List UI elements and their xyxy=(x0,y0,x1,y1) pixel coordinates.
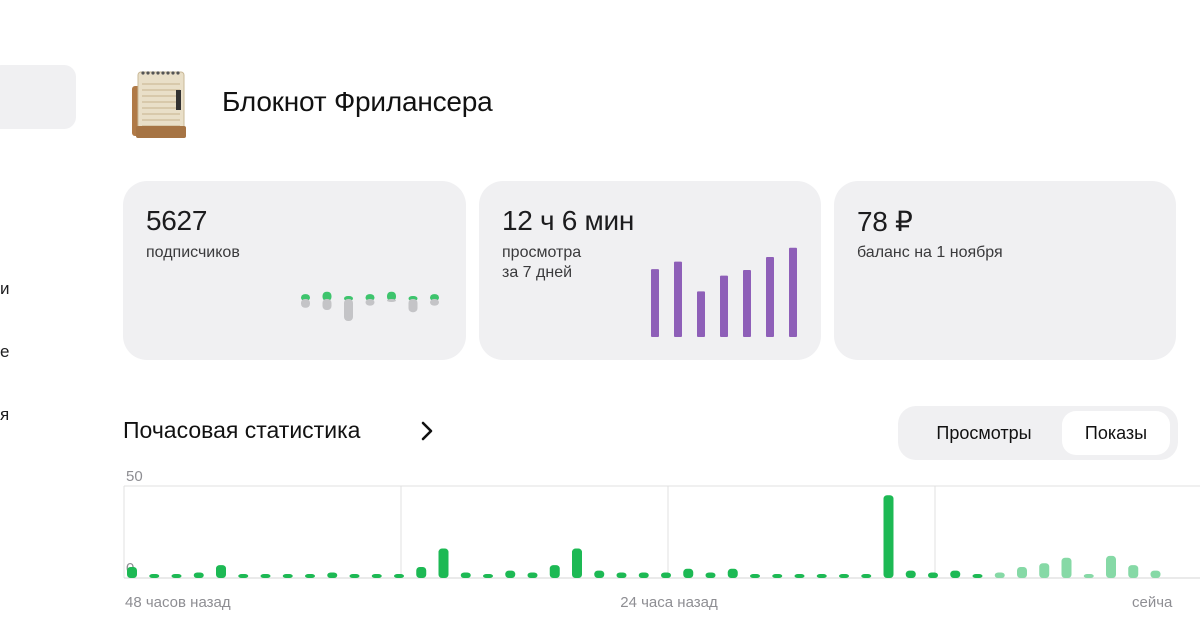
hourly-bar xyxy=(928,572,938,578)
tab-impressions[interactable]: Показы xyxy=(1062,411,1170,455)
trend-down-bar xyxy=(301,299,310,308)
hourly-bar xyxy=(127,566,137,578)
hourly-bar xyxy=(1106,555,1116,578)
hourly-bar xyxy=(727,568,738,578)
hourly-bar xyxy=(1128,565,1139,578)
trend-up-bar xyxy=(430,294,439,301)
balance-amount: 78 ₽ xyxy=(857,206,913,237)
hourly-bar xyxy=(460,572,471,578)
hourly-bar xyxy=(661,572,671,578)
hourly-bar xyxy=(171,574,182,578)
hourly-bar xyxy=(394,574,404,578)
weekly-bar xyxy=(651,269,659,337)
trend-down-bar xyxy=(365,299,375,306)
weekly-views-chart xyxy=(651,247,797,337)
hourly-bar xyxy=(705,572,716,578)
hourly-bar xyxy=(883,495,894,578)
tab-views[interactable]: Просмотры xyxy=(936,423,1032,443)
hourly-bar xyxy=(416,566,427,578)
hourly-bar xyxy=(994,572,1005,578)
trend-up-bar xyxy=(322,291,332,301)
hourly-bar xyxy=(438,548,449,578)
subscribers-label: подписчиков xyxy=(146,244,240,261)
notepad-icon xyxy=(128,66,190,142)
weekly-bar xyxy=(720,275,728,337)
subscribers-count: 5627 xyxy=(146,205,208,236)
hourly-bar xyxy=(861,574,872,578)
trend-down-bar xyxy=(344,299,353,321)
trend-down-bar xyxy=(322,299,332,310)
hourly-bar xyxy=(750,574,760,578)
y-tick-label: 50 xyxy=(126,468,143,485)
balance-label: баланс на 1 ноября xyxy=(857,244,1003,261)
hourly-bar xyxy=(260,574,271,578)
hourly-bar xyxy=(638,572,649,578)
hourly-bar xyxy=(839,574,849,578)
hourly-bar xyxy=(505,570,516,578)
hourly-bar xyxy=(950,570,961,578)
views-label: просмотра xyxy=(502,244,582,261)
hourly-bar xyxy=(549,565,560,578)
hourly-bar xyxy=(572,548,582,578)
views-duration: 12 ч 6 мин xyxy=(502,205,634,236)
hourly-bar xyxy=(349,574,360,578)
hourly-bar xyxy=(772,574,783,578)
trend-up-bar xyxy=(301,294,310,301)
sidebar-item-active[interactable] xyxy=(0,65,76,129)
trend-down-bar xyxy=(408,299,418,313)
hourly-bar xyxy=(794,574,805,578)
hourly-bar xyxy=(1039,563,1050,578)
trend-up-bar xyxy=(365,294,375,301)
sidebar-item-label[interactable]: е xyxy=(0,342,10,361)
subscribers-card[interactable]: 5627 подписчиков xyxy=(123,181,466,360)
x-axis-label: сейча xyxy=(1132,594,1173,611)
weekly-bar xyxy=(743,270,751,337)
views-period: за 7 дней xyxy=(502,264,573,281)
hourly-bar xyxy=(305,574,315,578)
balance-card[interactable]: 78 ₽ баланс на 1 ноября xyxy=(834,181,1176,360)
weekly-bar xyxy=(697,291,705,337)
trend-up-bar xyxy=(387,291,396,301)
weekly-bar xyxy=(766,257,774,337)
weekly-bar xyxy=(789,247,797,337)
hourly-bar xyxy=(1083,574,1094,578)
hourly-bar xyxy=(683,568,694,578)
hourly-bar xyxy=(905,570,916,578)
hourly-bar xyxy=(1061,557,1072,578)
hourly-bar xyxy=(149,574,160,578)
hourly-bar xyxy=(282,574,293,578)
x-axis-label: 48 часов назад xyxy=(125,594,231,611)
hourly-bar xyxy=(1150,570,1161,578)
hourly-bar xyxy=(193,572,204,578)
hourly-bar xyxy=(371,574,382,578)
views-card[interactable]: 12 ч 6 мин просмотра за 7 дней xyxy=(479,181,821,360)
channel-title: Блокнот Фрилансера xyxy=(222,86,493,117)
x-axis-label: 24 часа назад xyxy=(620,594,718,611)
trend-down-bar xyxy=(387,299,396,302)
hourly-bar xyxy=(483,574,493,578)
weekly-bar xyxy=(674,261,682,337)
hourly-bar xyxy=(972,574,983,578)
hourly-bar xyxy=(527,572,538,578)
chevron-right-icon[interactable] xyxy=(418,418,438,444)
hourly-bar xyxy=(616,572,627,578)
subscribers-trend-chart xyxy=(301,291,439,321)
hourly-bar xyxy=(238,574,249,578)
hourly-bar xyxy=(816,574,827,578)
hourly-bar xyxy=(594,570,605,578)
sidebar-item-label[interactable]: и xyxy=(0,279,10,298)
hourly-bar xyxy=(327,572,338,578)
hourly-bar xyxy=(216,565,226,578)
sidebar-item-label[interactable]: я xyxy=(0,405,10,424)
hourly-bar xyxy=(1017,566,1027,578)
hourly-stats-title[interactable]: Почасовая статистика xyxy=(123,417,361,443)
trend-down-bar xyxy=(430,299,439,306)
metric-switcher: Просмотры Показы xyxy=(898,406,1178,460)
